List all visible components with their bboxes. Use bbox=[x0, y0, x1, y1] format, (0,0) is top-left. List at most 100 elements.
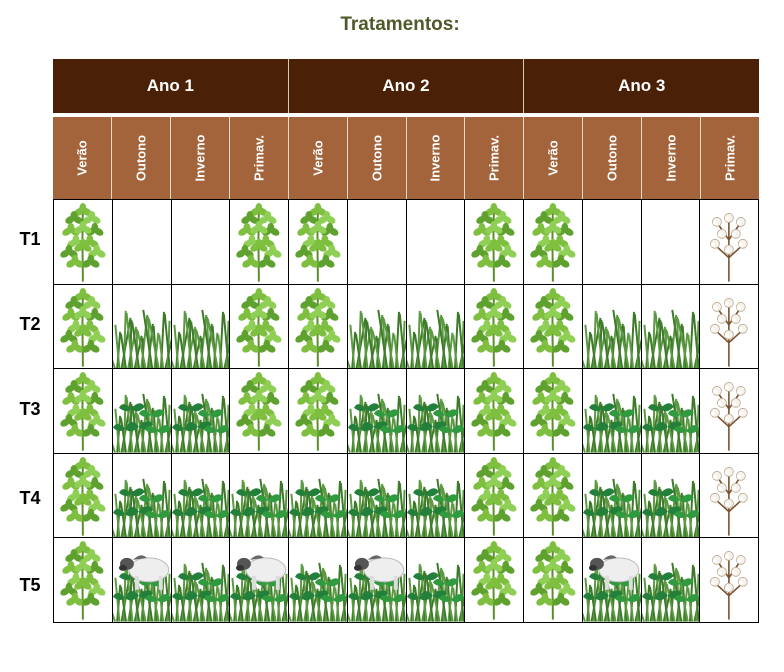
treatment-cell-grass bbox=[641, 284, 701, 369]
grass-icon bbox=[641, 478, 700, 538]
treatment-cell-soybean bbox=[54, 369, 113, 453]
treatment-cell-grass-cover bbox=[347, 453, 407, 538]
soybean-plant-icon bbox=[295, 287, 341, 367]
treatment-cell-soybean bbox=[54, 453, 113, 538]
cover-crop-icon bbox=[112, 488, 171, 519]
cover-crop-icon bbox=[230, 572, 288, 603]
year-header-3: Ano 3 bbox=[618, 76, 666, 95]
treatment-cell-cotton bbox=[700, 284, 759, 369]
season-header: Primav. bbox=[465, 117, 525, 199]
season-header: Inverno bbox=[642, 117, 702, 199]
cotton-plant-icon bbox=[710, 297, 748, 367]
soybean-plant-icon bbox=[295, 202, 341, 282]
grass-icon bbox=[406, 393, 465, 453]
treatment-cell-soybean bbox=[54, 284, 113, 369]
treatment-cell-empty bbox=[583, 200, 642, 284]
cover-crop-icon bbox=[406, 572, 465, 603]
grass-icon bbox=[347, 478, 406, 538]
grass-icon bbox=[406, 309, 465, 369]
cotton-plant-icon bbox=[710, 466, 748, 536]
cover-crop-icon bbox=[641, 488, 700, 519]
treatment-cell-grass-cover bbox=[641, 538, 701, 622]
row-label-t2: T2 bbox=[19, 314, 41, 334]
treatment-cell-cattle-grass bbox=[230, 538, 289, 622]
year-header-row: Ano 1 Ano 2 Ano 3 bbox=[53, 59, 759, 113]
cover-crop-icon bbox=[406, 488, 465, 519]
cover-crop-icon bbox=[112, 572, 171, 603]
cover-crop-icon bbox=[347, 572, 406, 603]
treatment-cell-grass-cover bbox=[230, 453, 289, 538]
grass-icon bbox=[112, 309, 171, 369]
soybean-plant-icon bbox=[236, 202, 282, 282]
treatment-cell-soybean bbox=[230, 369, 289, 453]
treatment-cell-empty bbox=[642, 200, 701, 284]
season-header: Primav. bbox=[230, 117, 289, 199]
grass-icon bbox=[347, 393, 406, 453]
treatment-cell-grass bbox=[582, 284, 642, 369]
treatment-cell-grass bbox=[347, 284, 407, 369]
treatment-cell-soybean bbox=[289, 200, 348, 284]
treatment-cell-soybean bbox=[524, 284, 583, 369]
treatment-cell-grass-cover bbox=[406, 538, 466, 622]
treatment-cell-soybean bbox=[524, 369, 583, 453]
treatment-cell-grass-cover bbox=[582, 453, 642, 538]
grass-icon bbox=[112, 478, 171, 538]
cattle-icon bbox=[118, 555, 170, 591]
treatment-cell-soybean bbox=[54, 200, 113, 284]
treatment-cell-soybean bbox=[524, 538, 583, 622]
soybean-plant-icon bbox=[60, 372, 106, 451]
treatment-cell-soybean bbox=[465, 200, 524, 284]
treatment-cell-soybean bbox=[524, 453, 583, 538]
treatment-cell-empty bbox=[407, 200, 466, 284]
season-header-row: Verão Outono Inverno Primav. Verão Outon… bbox=[53, 117, 759, 199]
season-header: Outono bbox=[583, 117, 643, 199]
treatment-cell-grass-cover bbox=[112, 369, 172, 453]
treatment-cell-grass-cover bbox=[582, 369, 642, 453]
year-header-2: Ano 2 bbox=[289, 59, 525, 113]
soybean-plant-icon bbox=[236, 287, 282, 367]
soybean-plant-icon bbox=[471, 287, 517, 367]
treatment-cell-soybean bbox=[230, 284, 289, 369]
treatment-cell-grass bbox=[171, 284, 231, 369]
cover-crop-icon bbox=[641, 572, 700, 603]
grass-icon bbox=[171, 563, 230, 622]
treatment-cell-soybean bbox=[465, 453, 524, 538]
treatment-cell-grass-cover bbox=[406, 369, 466, 453]
treatment-row bbox=[54, 453, 759, 539]
treatment-cell-soybean bbox=[524, 200, 583, 284]
soybean-plant-icon bbox=[236, 372, 282, 451]
cover-crop-icon bbox=[171, 488, 230, 519]
soybean-plant-icon bbox=[530, 202, 576, 282]
treatment-cell-soybean bbox=[465, 369, 524, 453]
treatment-cell-empty bbox=[348, 200, 407, 284]
season-header: Inverno bbox=[171, 117, 230, 199]
treatment-cell-soybean bbox=[465, 284, 524, 369]
cover-crop-icon bbox=[289, 488, 347, 519]
soybean-plant-icon bbox=[295, 372, 341, 451]
cover-crop-icon bbox=[347, 488, 406, 519]
cover-crop-icon bbox=[171, 572, 230, 603]
treatment-cell-cotton bbox=[700, 453, 759, 538]
cover-crop-icon bbox=[347, 403, 406, 434]
treatment-row bbox=[54, 284, 759, 370]
cattle-icon bbox=[353, 555, 405, 591]
grass-icon bbox=[406, 478, 465, 538]
season-header: Verão bbox=[289, 117, 348, 199]
soybean-plant-icon bbox=[471, 202, 517, 282]
cotton-plant-icon bbox=[710, 213, 748, 282]
grass-icon bbox=[171, 393, 230, 453]
grass-icon bbox=[347, 309, 406, 369]
treatment-row bbox=[54, 200, 759, 285]
treatment-row bbox=[54, 369, 759, 454]
treatment-cell-cattle-grass bbox=[582, 538, 642, 622]
treatment-cell-soybean bbox=[465, 538, 524, 622]
soybean-plant-icon bbox=[60, 202, 106, 282]
treatment-cell-grass bbox=[406, 284, 466, 369]
grass-icon bbox=[171, 478, 230, 538]
cover-crop-icon bbox=[406, 403, 465, 434]
soybean-plant-icon bbox=[60, 287, 106, 367]
treatment-cell-soybean bbox=[54, 538, 113, 622]
cover-crop-icon bbox=[582, 488, 641, 519]
grass-icon bbox=[582, 478, 641, 538]
season-header: Outono bbox=[348, 117, 407, 199]
